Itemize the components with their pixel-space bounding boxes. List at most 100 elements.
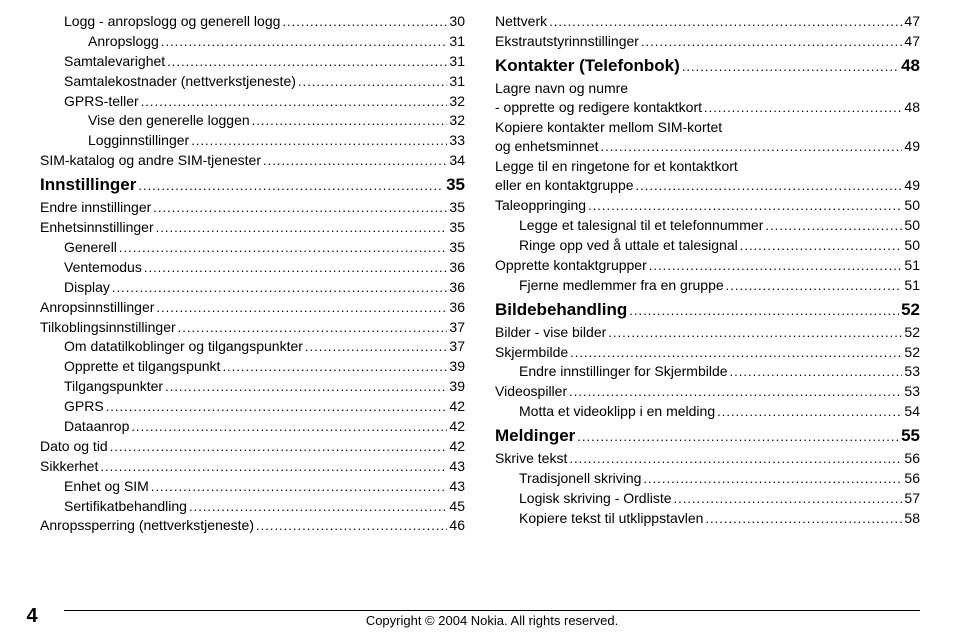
toc-label: - opprette og redigere kontaktkort (495, 98, 702, 116)
toc-dots: ........................................… (144, 260, 448, 277)
toc-entry: Sikkerhet...............................… (40, 457, 465, 476)
toc-label: Samtalevarighet (64, 52, 165, 70)
toc-dots: ........................................… (682, 59, 899, 76)
toc-label: Endre innstillinger (40, 198, 151, 216)
toc-dots: ........................................… (588, 198, 902, 215)
toc-dots: ........................................… (726, 278, 903, 295)
toc-page: 32 (449, 111, 465, 129)
toc-label: Endre innstillinger for Skjermbilde (519, 362, 728, 380)
toc-label: Kontakter (Telefonbok) (495, 55, 680, 77)
toc-label: Dataanrop (64, 417, 129, 435)
toc-entry: Om datatilkoblinger og tilgangspunkter..… (40, 337, 465, 356)
toc-dots: ........................................… (153, 200, 447, 217)
toc-dots: ........................................… (569, 451, 902, 468)
toc-label: Opprette kontaktgrupper (495, 256, 647, 274)
toc-label: Innstillinger (40, 174, 136, 196)
toc-columns: Logg - anropslogg og generell logg......… (40, 12, 920, 536)
toc-label: Anropslogg (88, 32, 159, 50)
toc-page: 54 (904, 402, 920, 420)
toc-entry: Tradisjonell skriving...................… (495, 469, 920, 488)
toc-page: 33 (449, 131, 465, 149)
toc-dots: ........................................… (282, 14, 447, 31)
toc-label: Anropsinnstillinger (40, 298, 154, 316)
toc-label: SIM-katalog og andre SIM-tjenester (40, 151, 261, 169)
toc-label: GPRS-teller (64, 92, 139, 110)
toc-page: 36 (449, 258, 465, 276)
toc-dots: ........................................… (106, 399, 448, 416)
toc-page: 31 (449, 52, 465, 70)
toc-dots: ........................................… (222, 359, 447, 376)
toc-entry: Anropslogg..............................… (40, 32, 465, 51)
toc-entry: Videospiller............................… (495, 382, 920, 401)
toc-entry: Tilgangspunkter.........................… (40, 377, 465, 396)
toc-entry: Lagre navn og numre (495, 79, 920, 97)
toc-page: 49 (904, 176, 920, 194)
toc-entry: Endre innstillinger.....................… (40, 198, 465, 217)
toc-page: 36 (449, 278, 465, 296)
toc-page: 46 (449, 516, 465, 534)
toc-label: Sikkerhet (40, 457, 98, 475)
toc-page: 34 (449, 151, 465, 169)
toc-page: 51 (904, 276, 920, 294)
toc-page: 35 (449, 238, 465, 256)
toc-entry: Ventemodus..............................… (40, 258, 465, 277)
toc-page: 35 (446, 174, 465, 196)
toc-entry: Logg - anropslogg og generell logg......… (40, 12, 465, 31)
toc-dots: ........................................… (704, 100, 902, 117)
toc-page: 37 (449, 318, 465, 336)
toc-dots: ........................................… (649, 258, 903, 275)
toc-label: Skjermbilde (495, 343, 568, 361)
toc-page: 42 (449, 417, 465, 435)
toc-label: Enhet og SIM (64, 477, 149, 495)
toc-entry: Generell................................… (40, 238, 465, 257)
toc-entry: Opprette kontaktgrupper.................… (495, 256, 920, 275)
toc-dots: ........................................… (161, 34, 448, 51)
toc-label: Skrive tekst (495, 449, 567, 467)
toc-label: Vise den generelle loggen (88, 111, 250, 129)
toc-label: Dato og tid (40, 437, 108, 455)
toc-dots: ........................................… (641, 34, 902, 51)
toc-entry: Anropssperring (nettverkstjeneste)......… (40, 516, 465, 535)
toc-label: Anropssperring (nettverkstjeneste) (40, 516, 254, 534)
toc-page: 45 (449, 497, 465, 515)
toc-dots: ........................................… (138, 178, 444, 195)
toc-page: 56 (904, 469, 920, 487)
toc-entry: Tilkoblingsinnstillinger................… (40, 318, 465, 337)
toc-label: Om datatilkoblinger og tilgangspunkter (64, 337, 303, 355)
toc-entry: Ekstrautstyrinnstillinger...............… (495, 32, 920, 51)
toc-label: Tilgangspunkter (64, 377, 163, 395)
toc-dots: ........................................… (191, 133, 447, 150)
toc-dots: ........................................… (643, 471, 902, 488)
toc-entry: Kopiere tekst til utklippstavlen........… (495, 509, 920, 528)
toc-entry: Motta et videoklipp i en melding........… (495, 402, 920, 421)
toc-dots: ........................................… (131, 419, 447, 436)
toc-label: Nettverk (495, 12, 547, 30)
toc-dots: ........................................… (570, 345, 902, 362)
toc-label: Fjerne medlemmer fra en gruppe (519, 276, 724, 294)
toc-entry: og enhetsminnet.........................… (495, 137, 920, 156)
toc-page: 31 (449, 72, 465, 90)
toc-entry: Logginnstillinger.......................… (40, 131, 465, 150)
toc-dots: ........................................… (110, 439, 448, 456)
toc-heading: Kontakter (Telefonbok)..................… (495, 55, 920, 77)
toc-dots: ........................................… (178, 320, 448, 337)
toc-dots: ........................................… (740, 238, 903, 255)
toc-dots: ........................................… (189, 499, 447, 516)
toc-label: Ekstrautstyrinnstillinger (495, 32, 639, 50)
toc-dots: ........................................… (305, 339, 448, 356)
toc-entry: Anropsinnstillinger.....................… (40, 298, 465, 317)
toc-entry: Opprette et tilgangspunkt...............… (40, 357, 465, 376)
toc-label: Taleoppringing (495, 196, 586, 214)
toc-entry: Display.................................… (40, 278, 465, 297)
toc-dots: ........................................… (252, 113, 448, 130)
toc-label: Bilder - vise bilder (495, 323, 606, 341)
toc-entry: Ringe opp ved å uttale et talesignal....… (495, 236, 920, 255)
toc-label: Logginnstillinger (88, 131, 189, 149)
toc-heading: Bildebehandling.........................… (495, 299, 920, 321)
toc-dots: ........................................… (569, 384, 902, 401)
toc-dots: ........................................… (263, 153, 447, 170)
toc-entry: Legge et talesignal til et telefonnummer… (495, 216, 920, 235)
toc-label: Meldinger (495, 425, 575, 447)
toc-dots: ........................................… (298, 74, 448, 91)
toc-dots: ........................................… (730, 364, 903, 381)
